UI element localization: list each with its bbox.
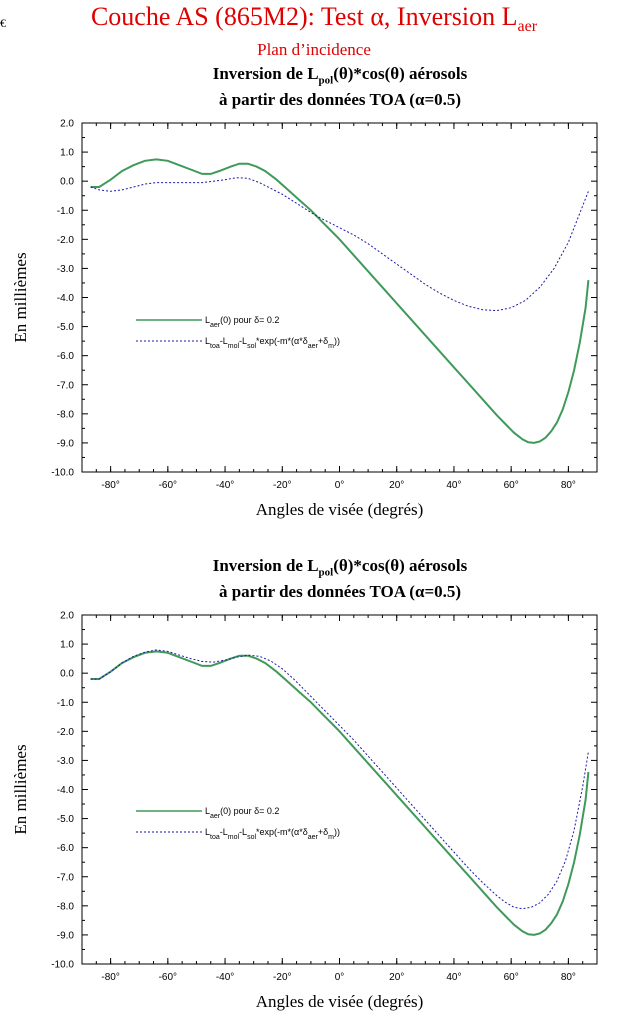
- chart-1-x-tick-label: 0°: [335, 480, 345, 491]
- chart-2-legend-label-2: Ltoa-Lmol-Lsol*exp(-m*(α*δaer+δm)): [205, 827, 340, 841]
- chart-2-y-tick-label: 1.0: [60, 640, 74, 651]
- chart-2-y-tick-label: -8.0: [57, 901, 75, 912]
- chart-1-y-tick-label: 0.0: [60, 177, 74, 188]
- chart-1-x-tick-label: -40°: [216, 480, 234, 491]
- chart-2-series-solid-line: [90, 650, 590, 936]
- chart-2-x-tick-label: 80°: [561, 972, 576, 983]
- chart-2-x-axis-title: Angles de visée (degrés): [256, 992, 424, 1011]
- chart-1-y-tick-label: 1.0: [60, 148, 74, 159]
- chart-2-x-tick-label: -20°: [273, 972, 291, 983]
- chart-2-y-tick-label: 0.0: [60, 669, 74, 680]
- chart-2-y-tick-label: -5.0: [57, 814, 75, 825]
- page-title-text: Couche AS (865M2): Test α, Inversion L: [90, 2, 518, 31]
- chart-1-y-tick-label: -9.0: [57, 438, 75, 449]
- chart-1-title-post: (θ)*cos(θ) aérosols: [333, 64, 468, 83]
- chart-2-title-pre: Inversion de L: [212, 556, 319, 575]
- chart-1-series-dashed-line: [90, 177, 589, 312]
- chart-2-title-post: (θ)*cos(θ) aérosols: [333, 556, 468, 575]
- chart-1-y-tick-label: -4.0: [57, 293, 75, 304]
- chart-1-y-tick-label: 2.0: [60, 119, 74, 130]
- chart-2-x-tick-label: 40°: [446, 972, 461, 983]
- chart-2-y-tick-label: -7.0: [57, 872, 75, 883]
- chart-1-x-axis-title: Angles de visée (degrés): [256, 500, 424, 519]
- chart-2-x-tick-label: 0°: [335, 972, 345, 983]
- chart-1-legend-label-2: Ltoa-Lmol-Lsol*exp(-m*(α*δaer+δm)): [205, 336, 340, 350]
- page-title: Couche AS (865M2): Test α, Inversion Lae…: [0, 2, 628, 36]
- chart-2-y-tick-label: -10.0: [51, 960, 74, 971]
- chart-2-y-tick-label: -1.0: [57, 698, 75, 709]
- chart-1-title-line1: Inversion de Lpol(θ)*cos(θ) aérosols: [140, 64, 540, 90]
- chart-2-title-line2: à partir des données TOA (α=0.5): [218, 582, 462, 602]
- chart-1-x-tick-label: -60°: [159, 480, 177, 491]
- corner-mark: €: [0, 16, 6, 30]
- chart-1: 2.0 1.0 0.0 -1.0 -2.0 -3.0 -4.0 -5.0 -6.0 -7.0 -8.…: [11, 119, 598, 519]
- chart-2-x-tick-label: -80°: [101, 972, 119, 983]
- chart-1-y-tick-label: -2.0: [57, 235, 75, 246]
- chart-2-x-tick-label: 20°: [389, 972, 404, 983]
- chart-2-y-tick-label: -2.0: [57, 727, 75, 738]
- chart-1-y-tick-label: -1.0: [57, 206, 75, 217]
- chart-2-title-line1: Inversion de Lpol(θ)*cos(θ) aérosols: [140, 556, 540, 582]
- chart-1-x-tick-label: 80°: [561, 480, 576, 491]
- chart-1-title-pre: Inversion de L: [212, 64, 319, 83]
- chart-1-x-tick-label: 20°: [389, 480, 404, 491]
- chart-2-legend-label-1: Laer(0) pour δ= 0.2: [205, 806, 279, 820]
- chart-1-title-sub: pol: [318, 74, 334, 87]
- chart-2-x-tick-label: -60°: [159, 972, 177, 983]
- chart-1-y-axis-title: En millièmes: [11, 252, 30, 342]
- page-subtitle: Plan d’incidence: [257, 40, 371, 59]
- chart-1-series-solid-line: [90, 158, 590, 444]
- chart-1-x-tick-label: 60°: [504, 480, 519, 491]
- chart-2-title: Inversion de Lpol(θ)*cos(θ) aérosols à p…: [140, 556, 540, 602]
- chart-2-plot-frame: [81, 614, 598, 965]
- chart-2-series-dashed-line: [90, 649, 589, 910]
- chart-1-y-tick-label: -8.0: [57, 409, 75, 420]
- chart-1-legend-label-1: Laer(0) pour δ= 0.2: [205, 315, 279, 329]
- chart-2-x-tick-label: -40°: [216, 972, 234, 983]
- chart-1-y-tick-label: -6.0: [57, 351, 75, 362]
- chart-2-x-tick-label: 60°: [504, 972, 519, 983]
- chart-1-y-tick-label: -10.0: [51, 468, 74, 479]
- chart-2-y-tick-label: -3.0: [57, 756, 75, 767]
- chart-2-y-tick-label: -6.0: [57, 843, 75, 854]
- chart-2-y-tick-label: -9.0: [57, 930, 75, 941]
- chart-1-title: Inversion de Lpol(θ)*cos(θ) aérosols à p…: [140, 64, 540, 110]
- page-title-subscript: aer: [517, 18, 538, 36]
- chart-1-y-tick-label: -7.0: [57, 380, 75, 391]
- chart-1-x-tick-label: 40°: [446, 480, 461, 491]
- chart-1-x-tick-label: -20°: [273, 480, 291, 491]
- chart-2-y-tick-label: 2.0: [60, 611, 74, 622]
- chart-1-title-line2: à partir des données TOA (α=0.5): [218, 90, 462, 110]
- chart-1-x-tick-label: -80°: [101, 480, 119, 491]
- chart-1-y-tick-label: -5.0: [57, 322, 75, 333]
- chart-1-y-tick-label: -3.0: [57, 264, 75, 275]
- chart-2-y-tick-label: -4.0: [57, 785, 75, 796]
- chart-2-y-axis-title: En millièmes: [11, 744, 30, 834]
- chart-2-title-sub: pol: [318, 566, 334, 579]
